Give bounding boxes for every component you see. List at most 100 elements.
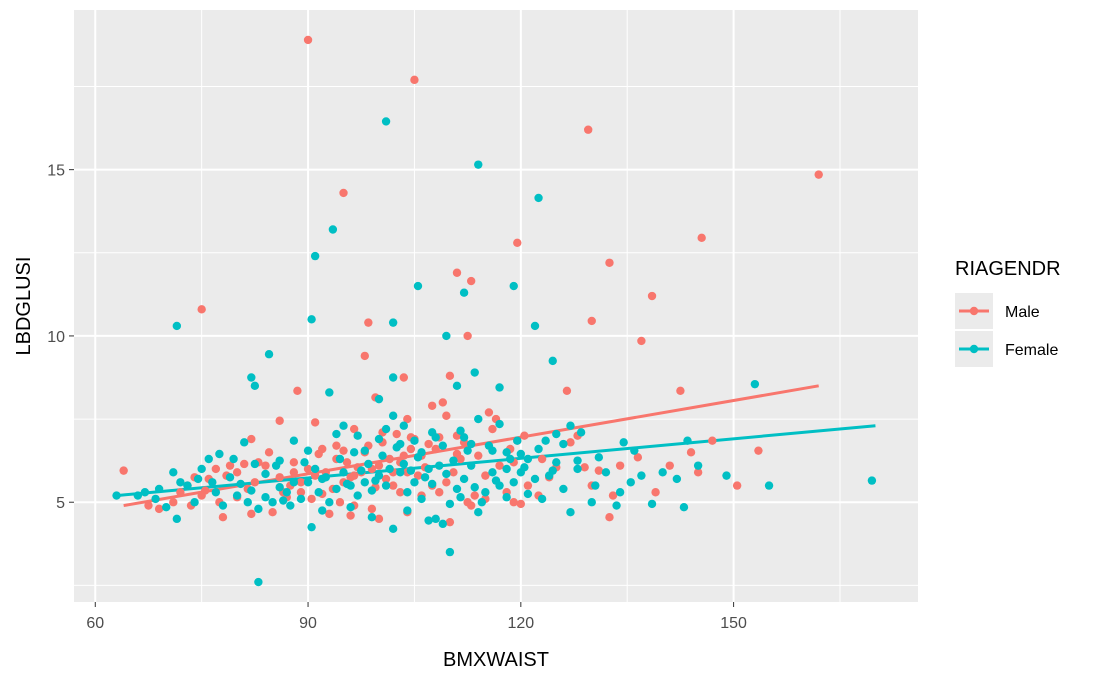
data-point-female [438,519,448,529]
data-point-female [399,421,408,430]
data-point-female [268,498,277,507]
data-point-female [318,506,327,515]
data-point-female [466,439,476,449]
data-point-female [353,431,362,440]
data-point-male [431,444,440,454]
data-point-female [151,494,160,504]
data-point-female [169,468,178,477]
data-point-female [385,464,394,474]
data-point-female [530,474,540,484]
data-point-female [332,484,341,494]
data-point-female [619,438,628,447]
data-point-female [552,429,561,439]
data-point-female [413,281,423,291]
data-point-female [431,433,440,442]
data-point-male [261,461,270,470]
data-point-male [520,431,529,440]
data-point-male [289,458,299,467]
data-point-female [190,498,199,507]
data-point-male [651,488,660,497]
data-point-male [608,491,618,500]
data-point-male [732,481,742,490]
data-point-male [314,449,323,459]
data-point-female [427,479,437,489]
data-point-female [587,498,596,507]
data-point-female [647,499,657,509]
data-point-female [548,356,557,366]
data-point-female [445,547,455,557]
y-tick-label: 10 [47,329,65,346]
data-point-female [750,379,760,389]
data-point-female [289,436,299,445]
data-point-female [211,488,221,497]
data-point-female [374,434,384,444]
data-point-female [307,522,316,532]
data-point-female [250,381,260,391]
data-point-female [286,501,295,510]
data-point-female [573,464,582,474]
data-point-female [229,454,238,464]
data-point-female [381,117,391,126]
data-point-female [442,469,451,479]
data-point-female [279,496,288,505]
data-point-male [374,461,384,470]
data-point-male [427,401,437,410]
data-point-male [218,512,228,522]
data-point-female [410,436,419,445]
data-point-female [637,471,646,480]
x-axis-ticks: 60 90 120 150 [86,602,747,632]
data-point-male [424,439,433,449]
data-point-male [296,488,306,497]
data-point-male [466,501,476,510]
data-point-female [459,474,469,484]
data-point-female [303,446,313,455]
data-point-female [466,461,476,470]
legend-key-point [969,306,979,316]
data-point-female [424,516,433,525]
data-point-female [381,424,391,434]
data-point-male [470,491,479,500]
legend-key-point [969,344,979,354]
data-point-male [346,473,355,482]
data-point-female [140,488,150,497]
data-point-female [183,481,192,490]
legend: RIAGENDR Male Female [955,258,1061,367]
data-point-male [580,463,589,472]
data-point-female [445,499,455,509]
data-point-female [247,373,256,382]
data-point-female [495,383,504,392]
data-point-female [537,494,547,504]
data-point-male [435,488,444,497]
data-point-male [452,449,462,459]
data-point-female [289,478,299,487]
data-point-female [381,481,391,490]
data-point-male [474,451,483,460]
y-tick-label: 15 [47,163,65,180]
data-point-female [488,446,497,455]
data-point-female [417,448,426,457]
data-point-female [566,508,575,517]
data-point-female [867,476,877,485]
data-point-female [254,577,263,587]
data-point-male [247,434,256,444]
data-point-female [672,474,682,484]
data-point-female [452,484,462,494]
x-tick-label: 150 [720,615,747,632]
data-point-male [665,461,674,470]
data-point-male [605,258,614,267]
data-point-male [360,351,369,361]
data-point-female [172,514,182,524]
data-point-male [296,478,306,487]
data-point-female [261,493,270,502]
data-point-female [264,350,274,359]
data-point-male [562,386,572,396]
data-point-male [339,188,348,198]
data-point-female [261,469,270,479]
data-point-female [566,421,575,430]
data-point-female [523,489,533,499]
data-point-male [466,276,476,286]
data-point-female [321,473,330,482]
data-point-male [442,478,451,487]
data-point-female [388,373,398,382]
data-point-female [335,454,345,464]
